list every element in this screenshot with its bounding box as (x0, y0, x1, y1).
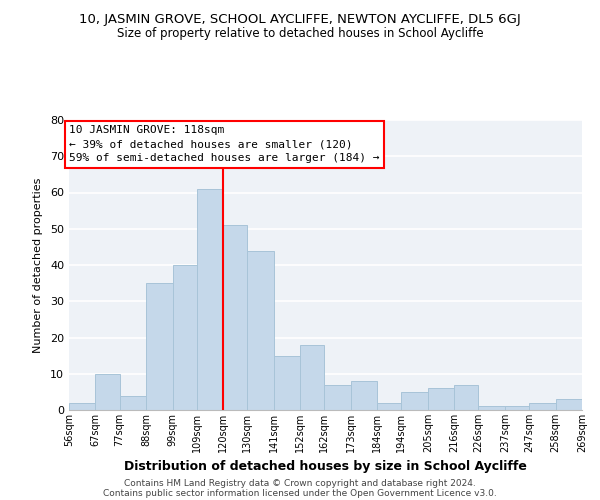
Bar (146, 283, 173, 410)
Bar (69, 403, 95, 410)
Text: 10, JASMIN GROVE, SCHOOL AYCLIFFE, NEWTON AYCLIFFE, DL5 6GJ: 10, JASMIN GROVE, SCHOOL AYCLIFFE, NEWTO… (79, 12, 521, 26)
Bar (428, 388, 454, 410)
Bar (377, 403, 401, 410)
Text: Contains HM Land Registry data © Crown copyright and database right 2024.: Contains HM Land Registry data © Crown c… (124, 478, 476, 488)
Bar (95, 374, 119, 410)
Bar (401, 392, 428, 410)
Bar (223, 225, 247, 410)
Bar (300, 345, 324, 410)
Bar (351, 381, 377, 410)
Text: Size of property relative to detached houses in School Aycliffe: Size of property relative to detached ho… (116, 28, 484, 40)
X-axis label: Distribution of detached houses by size in School Aycliffe: Distribution of detached houses by size … (124, 460, 527, 473)
Text: 10 JASMIN GROVE: 118sqm
← 39% of detached houses are smaller (120)
59% of semi-d: 10 JASMIN GROVE: 118sqm ← 39% of detache… (69, 126, 380, 164)
Bar (197, 189, 223, 410)
Bar (556, 399, 582, 410)
Bar (324, 384, 351, 410)
Bar (454, 384, 478, 410)
Bar (505, 406, 529, 410)
Y-axis label: Number of detached properties: Number of detached properties (33, 178, 43, 352)
Bar (247, 250, 274, 410)
Bar (529, 403, 556, 410)
Bar (478, 406, 505, 410)
Bar (274, 356, 300, 410)
Text: Contains public sector information licensed under the Open Government Licence v3: Contains public sector information licen… (103, 488, 497, 498)
Bar (119, 396, 146, 410)
Bar (173, 265, 197, 410)
